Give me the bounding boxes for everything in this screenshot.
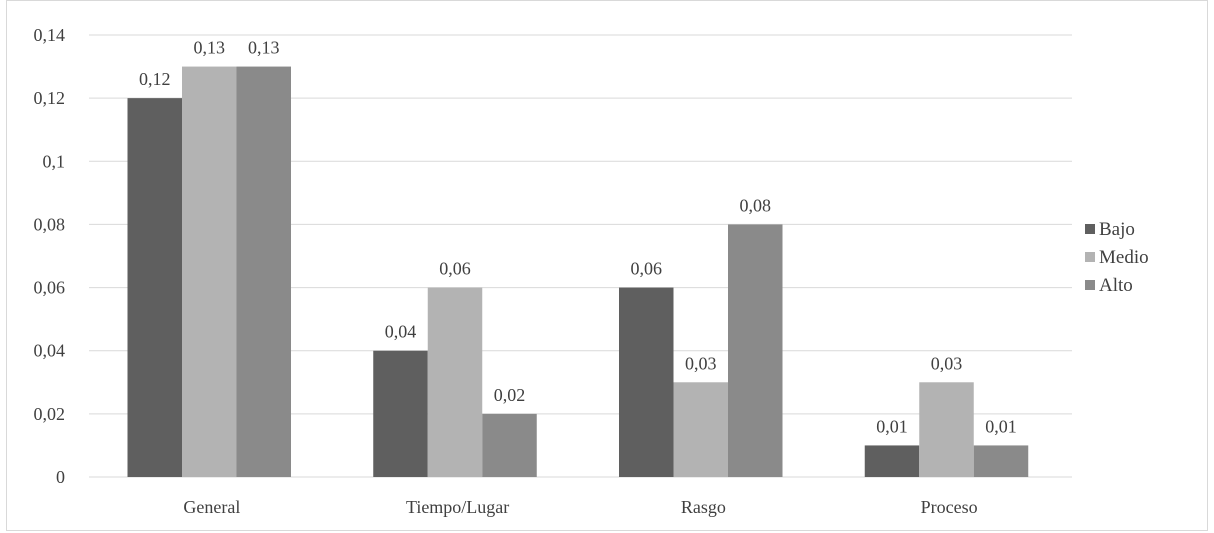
y-tick-label: 0,12 xyxy=(34,88,66,108)
bar-alto xyxy=(482,413,537,477)
data-label: 0,03 xyxy=(931,353,963,373)
x-tick-label: Rasgo xyxy=(681,497,726,517)
legend: Bajo Medio Alto xyxy=(1085,219,1149,296)
data-label: 0,13 xyxy=(194,38,226,58)
y-tick-label: 0,02 xyxy=(34,404,66,424)
bar-medio xyxy=(673,382,728,477)
bar-alto xyxy=(973,445,1029,477)
data-label: 0,01 xyxy=(876,416,908,436)
y-axis: 0 0,02 0,04 0,06 0,08 0,1 0,12 0,14 xyxy=(34,25,66,487)
bar-medio xyxy=(427,287,483,477)
bars xyxy=(127,66,1029,478)
data-label: 0,06 xyxy=(439,259,471,279)
legend-label: Bajo xyxy=(1099,219,1135,240)
data-label: 0,03 xyxy=(685,353,717,373)
data-label: 0,08 xyxy=(740,195,772,215)
bar-bajo xyxy=(373,350,428,477)
x-tick-label: Tiempo/Lugar xyxy=(406,497,509,517)
x-tick-label: General xyxy=(183,497,240,517)
bar-medio xyxy=(182,66,237,478)
bar-chart: 00,020,040,060,080,10,120,14 0,120,13 0,1… xyxy=(34,25,1149,517)
data-label: 0,04 xyxy=(385,322,417,342)
legend-label: Alto xyxy=(1099,275,1133,296)
data-label: 0,13 xyxy=(248,38,280,58)
data-label: 0,12 xyxy=(139,69,171,89)
x-tick-label: Proceso xyxy=(921,497,978,517)
legend-swatch xyxy=(1085,280,1095,290)
data-label: 0,02 xyxy=(494,385,526,405)
chart-area: 0 0,02 0,04 0,06 0,08 0,1 0,12 0,14 0,12 0,13 0,1… xyxy=(6,0,1208,531)
bar-alto xyxy=(728,224,783,477)
data-label: 0,06 xyxy=(631,259,663,279)
y-tick-label: 0,08 xyxy=(34,214,66,234)
data-label: 0,01 xyxy=(985,416,1017,436)
bar-bajo xyxy=(127,98,182,478)
bar-bajo xyxy=(864,445,920,477)
y-tick-label: 0,14 xyxy=(34,25,66,45)
legend-swatch xyxy=(1085,224,1095,234)
bar-medio xyxy=(919,382,974,477)
y-tick-label: 0,06 xyxy=(34,278,66,298)
y-tick-label: 0,04 xyxy=(34,341,66,361)
bar-alto xyxy=(236,66,291,478)
y-tick-label: 0 xyxy=(56,467,65,487)
legend-swatch xyxy=(1085,252,1095,262)
x-axis: General Tiempo/Lugar Rasgo Proceso xyxy=(183,497,977,517)
bar-bajo xyxy=(619,287,674,477)
legend-label: Medio xyxy=(1099,247,1149,268)
y-tick-label: 0,1 xyxy=(43,151,66,171)
data-labels: 0,12 0,13 0,13 0,04 0,06 0,02 0,06 0,03 0,08 0,01… xyxy=(139,38,1017,437)
